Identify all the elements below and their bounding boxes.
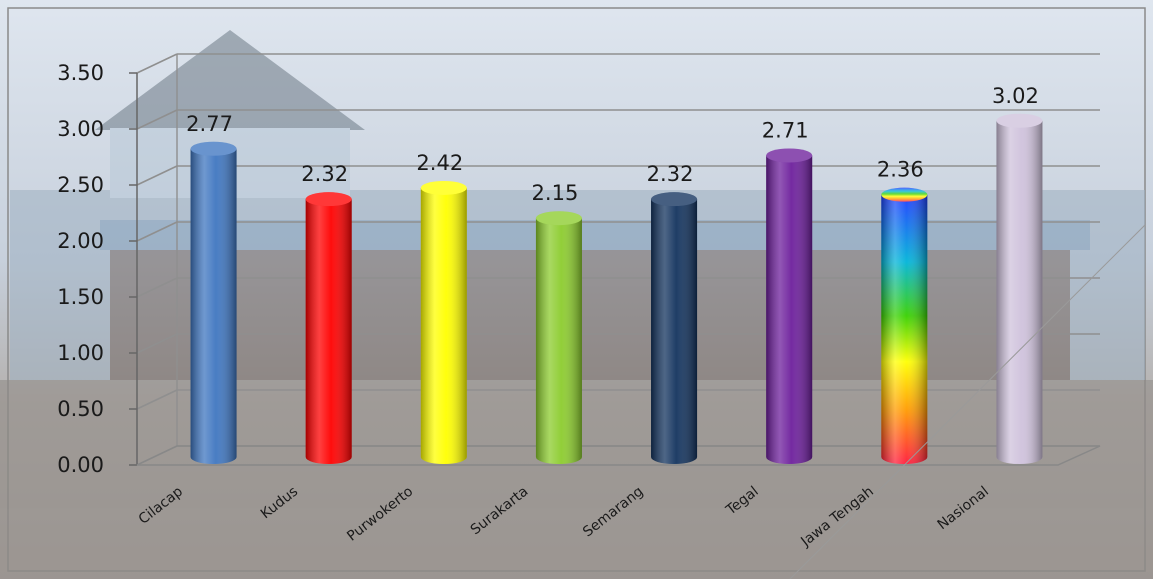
bar-top-highlight — [535, 211, 582, 226]
bar-shading — [535, 218, 582, 465]
bar-top — [766, 148, 813, 163]
y-tick-label: 2.00 — [57, 229, 104, 253]
y-tick-label: 3.00 — [57, 117, 104, 141]
data-label: 2.32 — [301, 162, 348, 186]
bar-top-highlight — [766, 148, 813, 163]
bar-shading — [305, 199, 352, 465]
bar-shading — [420, 187, 467, 465]
gridline-depth — [136, 165, 178, 186]
bar-top-highlight — [420, 180, 467, 195]
decorative-diagonal — [789, 224, 1146, 579]
bar-shading — [766, 155, 813, 465]
bar-shading — [996, 120, 1043, 465]
y-tick-label: 1.50 — [57, 285, 104, 309]
data-label: 2.32 — [647, 162, 694, 186]
data-label: 2.15 — [532, 181, 579, 205]
bar-top-highlight — [996, 113, 1043, 128]
gridline-depth — [136, 109, 178, 130]
gridline-depth — [136, 53, 178, 74]
data-label: 2.36 — [877, 158, 924, 182]
bar-shading — [190, 148, 237, 465]
bar-top — [535, 211, 582, 226]
y-tick-label: 0.50 — [57, 397, 104, 421]
bar-top-highlight — [190, 141, 237, 156]
data-label: 2.71 — [762, 118, 809, 142]
data-label: 2.42 — [416, 151, 463, 175]
y-tick-label: 1.00 — [57, 341, 104, 365]
gridline-depth — [136, 221, 178, 242]
bar-top — [651, 192, 698, 207]
data-label: 2.77 — [186, 112, 233, 136]
bar-top — [881, 187, 928, 202]
bar-top — [190, 141, 237, 156]
bar-top — [996, 113, 1043, 128]
gridline-depth — [136, 389, 178, 410]
bar-top — [305, 192, 352, 207]
chart-floor — [136, 445, 1101, 466]
data-label: 3.02 — [992, 84, 1039, 108]
bar-shading — [881, 194, 928, 465]
bar-shading — [651, 199, 698, 465]
y-tick-label: 0.00 — [57, 453, 104, 477]
y-tick-label: 3.50 — [57, 61, 104, 85]
gridline-depth — [136, 333, 178, 354]
bar-top — [420, 180, 467, 195]
bar-top-highlight — [651, 192, 698, 207]
bar-top-highlight — [881, 187, 928, 202]
y-tick-label: 2.50 — [57, 173, 104, 197]
bar-top-highlight — [305, 192, 352, 207]
gridline-depth — [136, 277, 178, 298]
